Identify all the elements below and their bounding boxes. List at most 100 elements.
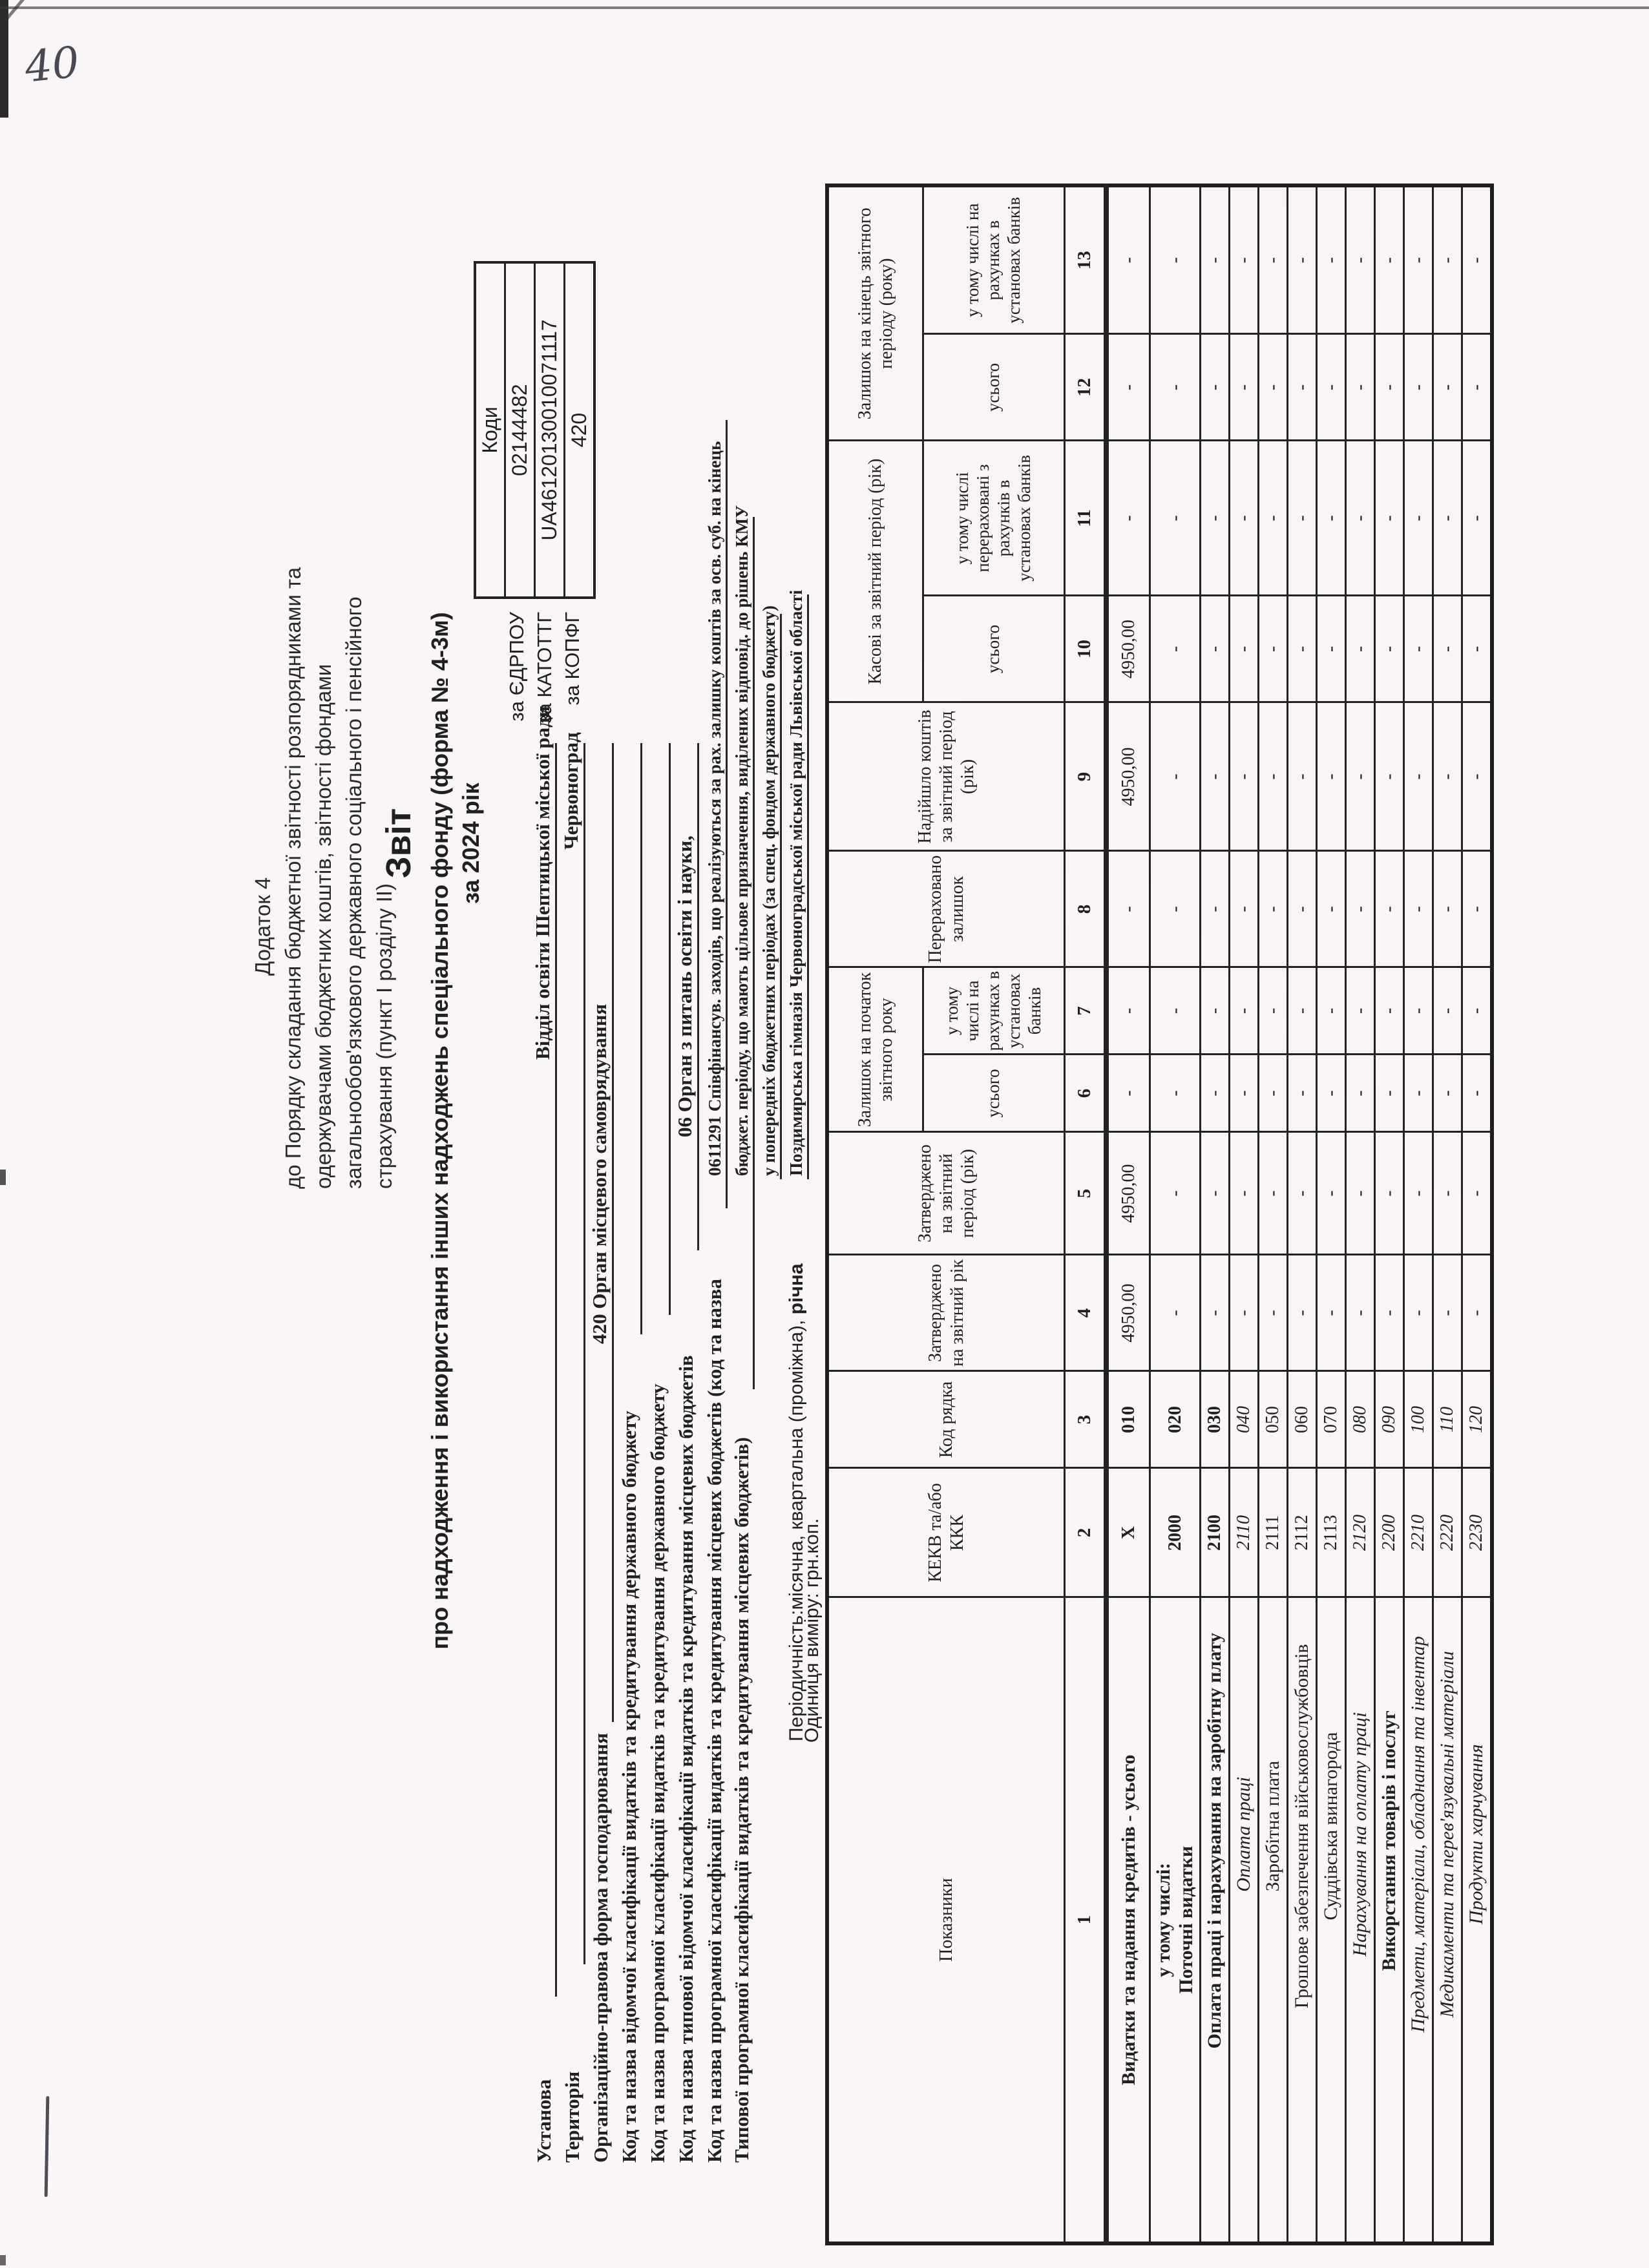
table-row: Видатки та надання кредитів - усього X 010… xyxy=(1106,185,1150,2243)
header-kekv: КЕКВ та/або ККК xyxy=(827,1468,1065,1597)
cell-value: - xyxy=(1229,851,1259,967)
subheader-usoho: усього xyxy=(923,334,1065,441)
cell-value: - xyxy=(1287,1255,1317,1371)
cell-value: - xyxy=(1345,596,1375,702)
cell-value: - xyxy=(1374,967,1404,1055)
field-label: Код та назва програмної класифікації вид… xyxy=(703,1279,726,2163)
cell-value: - xyxy=(1316,702,1346,851)
cell-value: - xyxy=(1200,967,1230,1055)
cell-kod-riadka: 100 xyxy=(1403,1371,1433,1468)
report-subtitle: про надходження і використання інших над… xyxy=(426,612,453,1650)
cell-value: - xyxy=(1433,967,1462,1055)
cell-value: - xyxy=(1229,702,1259,851)
cell-value: - xyxy=(1258,702,1288,851)
cell-value: - xyxy=(1462,1132,1492,1255)
cell-value: - xyxy=(1106,185,1150,334)
cell-value: - xyxy=(1200,334,1230,441)
codes-box-title: Коди xyxy=(478,406,501,454)
field-prohramna-mists-line3: у попередніх бюджетних періодах (за спец… xyxy=(752,0,782,2268)
subheader-usoho: усього xyxy=(923,1055,1065,1132)
cell-value: - xyxy=(1462,334,1492,441)
cell-kod-riadka: 070 xyxy=(1316,1371,1346,1468)
appendix-note: Додаток 4 до Порядку складання бюджетної… xyxy=(247,362,399,1189)
cell-value: - xyxy=(1287,1055,1317,1132)
row-label: Предмети, матеріали, обладнання та інвен… xyxy=(1407,1636,1429,2033)
cell-value: - xyxy=(1462,185,1492,334)
cell-value: - xyxy=(1258,1055,1288,1132)
cell-kod-riadka: 030 xyxy=(1200,1371,1230,1468)
cell-value: - xyxy=(1200,596,1230,702)
cell-value: - xyxy=(1150,1255,1201,1371)
field-label: Код та назва типової відомчої класифікац… xyxy=(675,1355,697,2163)
cell-pokaznyk: Грошове забезпечення військовослужбовців xyxy=(1287,1597,1317,2243)
cell-value: - xyxy=(1229,1055,1259,1132)
row-label: Медикаменти та перев'язувальні матеріали xyxy=(1436,1651,1458,2018)
cell-value: - xyxy=(1374,596,1404,702)
cell-value: - xyxy=(1200,702,1230,851)
cell-value: - xyxy=(1462,596,1492,702)
cell-value: - xyxy=(1316,967,1346,1055)
field-value: 0611291 Співфінансув. заходів, що реаліз… xyxy=(705,441,724,1176)
cell-value: - xyxy=(1403,1132,1433,1255)
cell-value: - xyxy=(1258,596,1288,702)
field-value: у попередніх бюджетних періодах (за спец… xyxy=(759,605,779,1176)
cell-value: - xyxy=(1316,441,1346,596)
cell-value: - xyxy=(1287,851,1317,967)
cell-value: - xyxy=(1150,596,1201,702)
scan-edge-artifact xyxy=(0,2255,6,2265)
header-zatverdzheno-rik: Затверджено на звітний рік xyxy=(827,1255,1065,1371)
column-number: 2 xyxy=(1064,1468,1106,1597)
table-row: Суддівська винагорода 2113 070- - - - - - - - - - xyxy=(1316,185,1346,2243)
cell-value: - xyxy=(1287,334,1317,441)
cell-value: - xyxy=(1403,441,1433,596)
cell-value: 4950,00 xyxy=(1106,1255,1150,1371)
header-zalyshok-pochatok: Залишок на початок звітного року xyxy=(827,967,923,1132)
cell-kod-riadka: 080 xyxy=(1345,1371,1375,1468)
pen-stroke xyxy=(44,2095,50,2198)
cell-value: - xyxy=(1374,702,1404,851)
cell-kod-riadka: 090 xyxy=(1374,1371,1404,1468)
cell-value: - xyxy=(1316,1132,1346,1255)
field-prohramna-mists-line2: Типової програмної класифікації видатків… xyxy=(725,0,755,2268)
cell-value: - xyxy=(1345,851,1375,967)
cell-value: - xyxy=(1258,967,1288,1055)
cell-value: - xyxy=(1106,967,1150,1055)
cell-pokaznyk: Предмети, матеріали, обладнання та інвен… xyxy=(1403,1597,1433,2243)
field-typova-vidomcha: Код та назва типової відомчої класифікац… xyxy=(669,0,699,2268)
cell-kekv: 2230 xyxy=(1462,1468,1492,1597)
table-row: Продукти харчування 2230 120- - - - - - - - - - xyxy=(1462,185,1492,2243)
appendix-line: загальнообов'язкового державного соціаль… xyxy=(342,596,366,1189)
column-number-row: 1 2 3 4 5 6 7 8 9 10 11 12 13 xyxy=(1064,185,1106,2243)
cell-value: 4950,00 xyxy=(1106,1132,1150,1255)
cell-kod-riadka: 010 xyxy=(1106,1371,1150,1468)
table-row: Оплата праці і нарахування на заробітну … xyxy=(1200,185,1230,2243)
column-number: 1 xyxy=(1064,1597,1106,2243)
field-label: Код та назва відомчої класифікації видат… xyxy=(618,1411,640,2163)
cell-kod-riadka: 060 xyxy=(1287,1371,1317,1468)
unit-label: Одиниця виміру: грн.коп. xyxy=(801,1518,823,1743)
cell-value: - xyxy=(1433,1132,1462,1255)
scan-edge-artifact xyxy=(0,1170,6,1185)
cell-pokaznyk: Викорстання товарів і послуг xyxy=(1374,1597,1404,2243)
handwritten-page-number: 40 xyxy=(22,37,82,92)
cell-value: - xyxy=(1433,851,1462,967)
cell-value: - xyxy=(1345,1132,1375,1255)
cell-value: - xyxy=(1150,1132,1201,1255)
header-pokaznyky: Показники xyxy=(827,1597,1065,2243)
field-label: Організаційно-правова форма господарюван… xyxy=(589,1733,612,2163)
row-label: Грошове забезпечення військовослужбовців xyxy=(1291,1644,1313,2009)
cell-value: - xyxy=(1150,441,1201,596)
cell-value: - xyxy=(1150,1055,1201,1132)
cell-value: - xyxy=(1345,702,1375,851)
cell-value: - xyxy=(1462,851,1492,967)
cell-value: - xyxy=(1433,185,1462,334)
cell-value: - xyxy=(1462,1255,1492,1371)
subheader-pererakhovani: у тому числі перераховані з рахунків в у… xyxy=(923,441,1065,596)
cell-pokaznyk: Оплата праці і нарахування на заробітну … xyxy=(1200,1597,1230,2243)
cell-value: - xyxy=(1345,334,1375,441)
column-number: 9 xyxy=(1064,702,1106,851)
cell-value: - xyxy=(1462,702,1492,851)
table-row: у тому числі: Поточні видатки 2000 020- - - - -… xyxy=(1150,185,1201,2243)
scan-edge-line xyxy=(0,6,1649,9)
